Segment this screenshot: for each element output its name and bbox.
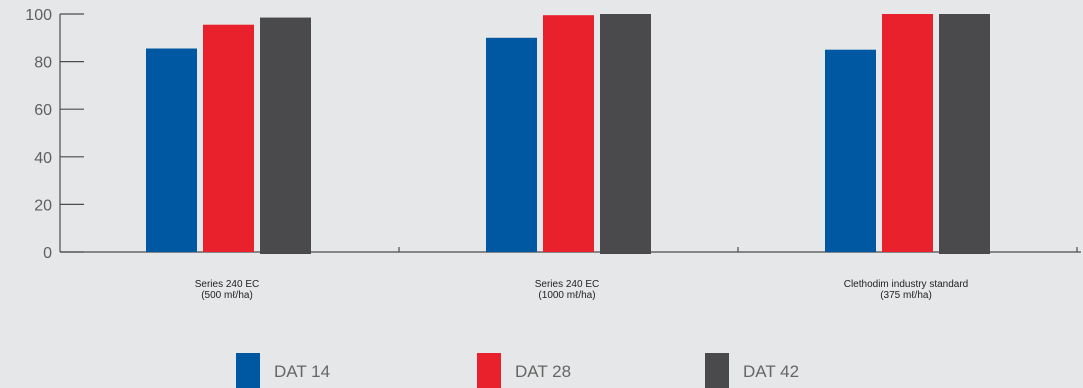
y-tick-label: 40	[34, 150, 52, 167]
bars	[146, 14, 990, 254]
legend-label: DAT 42	[743, 362, 799, 381]
x-category-label: Series 240 EC	[535, 279, 599, 290]
y-tick-label: 80	[34, 55, 52, 72]
y-tick-label: 20	[34, 197, 52, 214]
x-category-label: (375 mℓ/ha)	[880, 290, 932, 301]
legend-label: DAT 28	[515, 362, 571, 381]
bar-dat-42-2	[600, 14, 651, 254]
x-category-label: (500 mℓ/ha)	[201, 290, 253, 301]
legend-swatch-dat-42	[705, 353, 729, 388]
x-category-label: Series 240 EC	[195, 279, 259, 290]
bar-dat-14-1	[146, 48, 197, 253]
legend-swatch-dat-28	[477, 353, 501, 388]
legend-label: DAT 14	[274, 362, 330, 381]
bar-dat-14-2	[486, 37, 537, 252]
y-axis: 0 20 40 60 80 100	[25, 7, 84, 262]
legend-swatch-dat-14	[236, 353, 260, 388]
x-category-label: Clethodim industry standard	[844, 279, 969, 290]
bar-dat-28-3	[882, 14, 933, 252]
bar-dat-28-2	[543, 15, 594, 252]
bar-dat-28-1	[203, 24, 254, 253]
bar-dat-14-3	[825, 49, 876, 253]
y-tick-label: 60	[34, 102, 52, 119]
bar-dat-42-3	[939, 14, 990, 254]
x-tick-labels: Series 240 EC(500 mℓ/ha)Series 240 EC(10…	[195, 279, 969, 301]
y-tick-label: 0	[43, 245, 52, 262]
y-tick-label: 100	[25, 7, 52, 24]
bar-dat-42-1	[260, 17, 311, 254]
x-category-label: (1000 mℓ/ha)	[538, 290, 595, 301]
legend: DAT 14 DAT 28 DAT 42	[236, 353, 799, 388]
